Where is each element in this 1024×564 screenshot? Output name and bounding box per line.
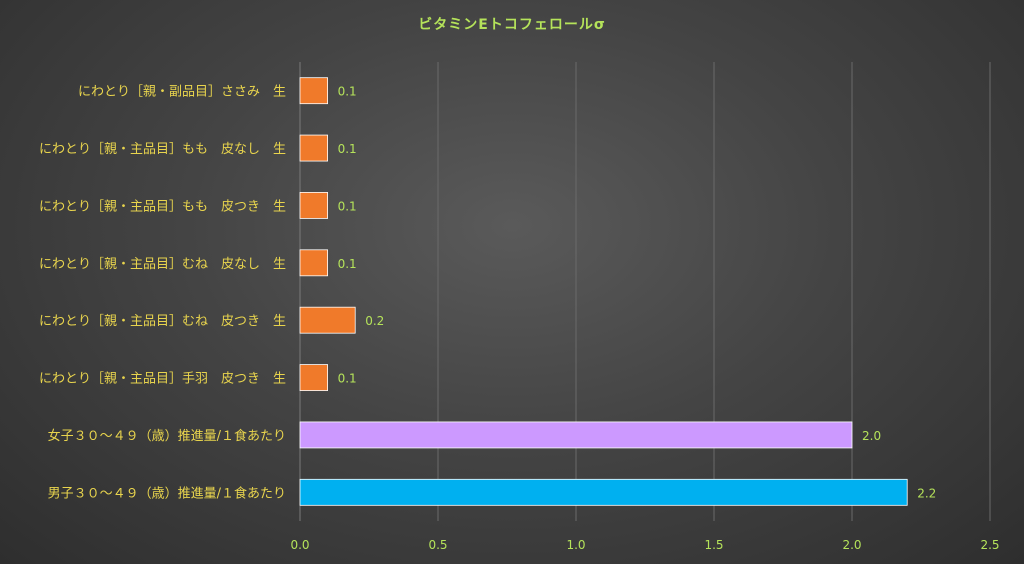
data-label: 2.2 [917, 486, 936, 500]
bar [299, 306, 356, 334]
category-label: にわとり［親・主品目］手羽 皮つき 生 [39, 372, 286, 387]
x-tick-label: 0.5 [428, 538, 447, 552]
x-tick-label: 1.5 [704, 538, 723, 552]
category-label: にわとり［親・主品目］むね 皮なし 生 [39, 257, 286, 272]
data-label: 0.1 [338, 372, 357, 386]
x-tick-label: 1.0 [566, 538, 585, 552]
category-label: にわとり［親・主品目］もも 皮なし 生 [39, 142, 286, 157]
data-label: 0.2 [365, 314, 384, 328]
data-label: 2.0 [862, 429, 881, 443]
bar [299, 77, 329, 105]
bar [299, 478, 908, 506]
bar [299, 421, 853, 449]
category-label: 男子３０～４９（歳）推進量/１食あたり [48, 485, 286, 501]
category-label: 女子３０～４９（歳）推進量/１食あたり [48, 428, 286, 444]
category-label: にわとり［親・主品目］むね 皮つき 生 [39, 314, 286, 329]
data-label: 0.1 [338, 142, 357, 156]
data-label: 0.1 [338, 85, 357, 99]
x-tick-label: 2.5 [980, 538, 999, 552]
category-label: にわとり［親・主品目］もも 皮つき 生 [39, 199, 286, 214]
data-label: 0.1 [338, 199, 357, 213]
bar [299, 192, 329, 219]
chart-title: ビタミンEトコフェロールσ [418, 17, 606, 33]
x-tick-label: 2.0 [842, 538, 861, 552]
bar [299, 249, 329, 277]
x-tick-label: 0.0 [290, 538, 309, 552]
bar [299, 364, 329, 391]
data-label: 0.1 [338, 257, 357, 271]
category-label: にわとり［親・副品目］ささみ 生 [78, 85, 286, 100]
bar [299, 134, 329, 162]
